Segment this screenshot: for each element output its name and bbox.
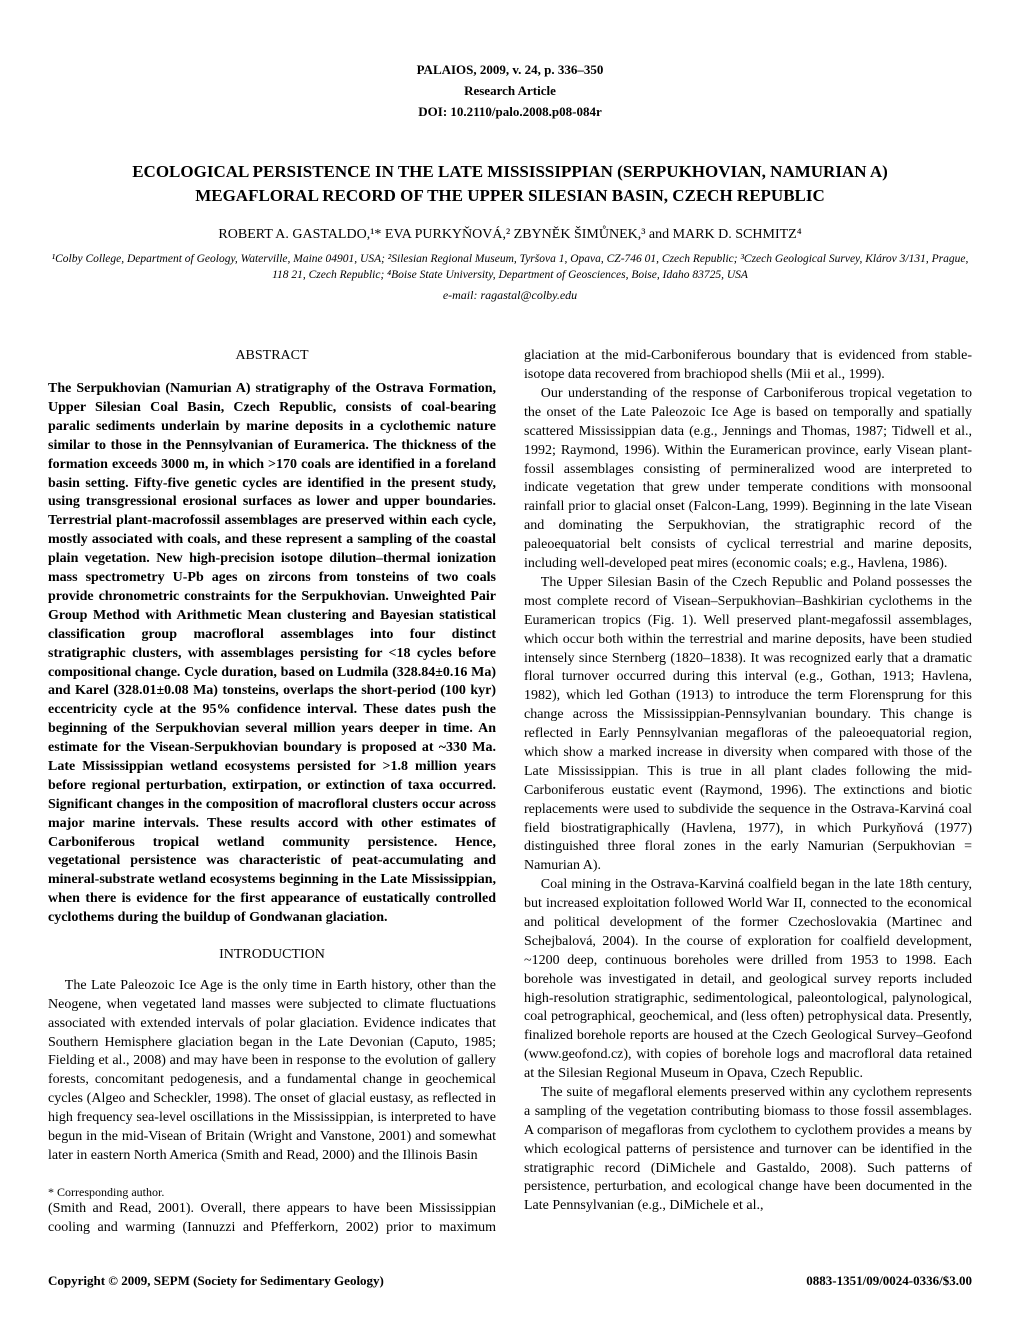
intro-paragraph-2: Our understanding of the response of Car… bbox=[524, 385, 972, 574]
abstract-heading: ABSTRACT bbox=[48, 347, 496, 366]
introduction-heading: INTRODUCTION bbox=[48, 946, 496, 965]
abstract-text: The Serpukhovian (Namurian A) stratigrap… bbox=[48, 380, 496, 928]
affiliations: ¹Colby College, Department of Geology, W… bbox=[50, 251, 970, 283]
corresponding-email: e-mail: ragastal@colby.edu bbox=[48, 287, 972, 303]
corresponding-author-footnote: * Corresponding author. bbox=[48, 1184, 496, 1200]
intro-paragraph-1: The Late Paleozoic Ice Age is the only t… bbox=[48, 977, 496, 1166]
issn-text: 0883-1351/09/0024-0336/$3.00 bbox=[806, 1272, 972, 1290]
author-list: ROBERT A. GASTALDO,¹* EVA PURKYŇOVÁ,² ZB… bbox=[48, 226, 972, 245]
copyright-text: Copyright © 2009, SEPM (Society for Sedi… bbox=[48, 1272, 384, 1290]
intro-paragraph-4: Coal mining in the Ostrava-Karviná coalf… bbox=[524, 876, 972, 1084]
journal-line: PALAIOS, 2009, v. 24, p. 336–350 bbox=[48, 60, 972, 81]
article-title: ECOLOGICAL PERSISTENCE IN THE LATE MISSI… bbox=[70, 160, 950, 208]
body-columns: ABSTRACT The Serpukhovian (Namurian A) s… bbox=[48, 347, 972, 1237]
journal-header: PALAIOS, 2009, v. 24, p. 336–350 Researc… bbox=[48, 60, 972, 122]
intro-paragraph-5: The suite of megafloral elements preserv… bbox=[524, 1084, 972, 1216]
article-type: Research Article bbox=[48, 81, 972, 102]
page-footer: Copyright © 2009, SEPM (Society for Sedi… bbox=[48, 1266, 972, 1290]
doi-line: DOI: 10.2110/palo.2008.p08-084r bbox=[48, 102, 972, 123]
intro-paragraph-3: The Upper Silesian Basin of the Czech Re… bbox=[524, 574, 972, 876]
